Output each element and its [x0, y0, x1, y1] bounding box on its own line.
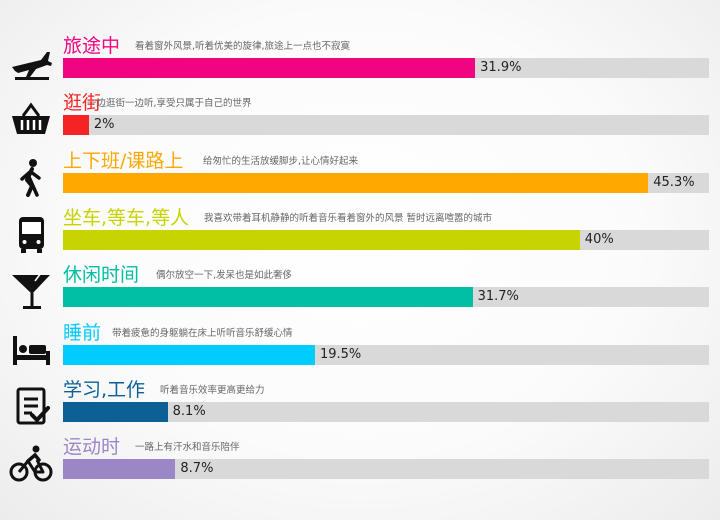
bar-track	[63, 287, 709, 308]
bar-track	[63, 401, 709, 422]
data-label: 31.7%	[477, 289, 519, 305]
chart-row: 运动时 一路上有汗水和音乐陪伴 8.7%	[0, 435, 720, 492]
chart-row: 逛街 一边逛街一边听,享受只属于自己的世界 2%	[0, 91, 720, 148]
bar	[63, 401, 168, 422]
category-description: 偶尔放空一下,发呆也是如此奢侈	[156, 270, 293, 282]
bar-track	[63, 344, 709, 365]
data-label: 45.3%	[653, 174, 695, 190]
data-label: 8.1%	[172, 403, 206, 419]
bar	[63, 172, 649, 193]
bar-track	[63, 172, 709, 193]
category-label: 旅途中	[63, 35, 121, 57]
airplane-icon	[8, 42, 54, 82]
category-label: 学习,工作	[63, 378, 146, 401]
data-label: 19.5%	[319, 346, 362, 362]
category-label: 逛街	[63, 92, 102, 115]
walking-person-icon	[8, 157, 54, 197]
bicycle-rider-icon	[8, 443, 54, 483]
category-description: 给匆忙的生活放缓脚步,让心情好起来	[203, 155, 359, 167]
chart-row: 上下班/课路上 给匆忙的生活放缓脚步,让心情好起来 45.3%	[0, 149, 720, 206]
bus-icon	[8, 214, 54, 254]
category-label: 上下班/课路上	[63, 149, 184, 172]
category-label: 运动时	[63, 436, 121, 459]
data-label: 40%	[584, 231, 614, 247]
bar	[63, 115, 89, 136]
bar	[63, 58, 476, 78]
category-label: 坐车,等车,等人	[63, 206, 190, 229]
bar-track	[63, 229, 709, 250]
category-description: 一路上有汗水和音乐陪伴	[135, 442, 240, 454]
bar	[63, 287, 473, 308]
checklist-icon	[8, 386, 54, 426]
bar	[63, 229, 580, 250]
category-label: 睡前	[63, 321, 102, 344]
bed-icon	[8, 329, 54, 369]
bar-track	[63, 58, 709, 78]
shopping-basket-icon	[8, 99, 54, 139]
category-description: 我喜欢带着耳机静静的听着音乐看着窗外的风景 暂时远离喧嚣的城市	[204, 212, 493, 224]
chart-row: 睡前 带着疲惫的身躯躺在床上听听音乐舒缓心情 19.5%	[0, 321, 720, 378]
chart-row: 学习,工作 听着音乐效率更高更给力 8.1%	[0, 378, 720, 435]
data-label: 2%	[93, 117, 115, 133]
chart-row: 旅途中 看着窗外风景,听着优美的旋律,旅途上一点也不寂寞 31.9%	[0, 34, 720, 91]
bar-track	[63, 459, 709, 480]
bar	[63, 344, 315, 365]
data-label: 31.9%	[480, 60, 522, 75]
cocktail-glass-icon	[8, 271, 54, 311]
chart-row: 休闲时间 偶尔放空一下,发呆也是如此奢侈 31.7%	[0, 263, 720, 320]
chart-row: 坐车,等车,等人 我喜欢带着耳机静静的听着音乐看着窗外的风景 暂时远离喧嚣的城市 4…	[0, 206, 720, 263]
bar-track	[63, 115, 709, 136]
category-description: 带着疲惫的身躯躺在床上听听音乐舒缓心情	[112, 327, 293, 339]
category-label: 休闲时间	[63, 264, 140, 287]
data-label: 8.7%	[180, 461, 214, 477]
category-description: 看着窗外风景,听着优美的旋律,旅途上一点也不寂寞	[135, 41, 351, 52]
bar	[63, 459, 176, 480]
category-description: 听着音乐效率更高更给力	[160, 384, 265, 396]
category-description: 一边逛街一边听,享受只属于自己的世界	[87, 98, 252, 110]
